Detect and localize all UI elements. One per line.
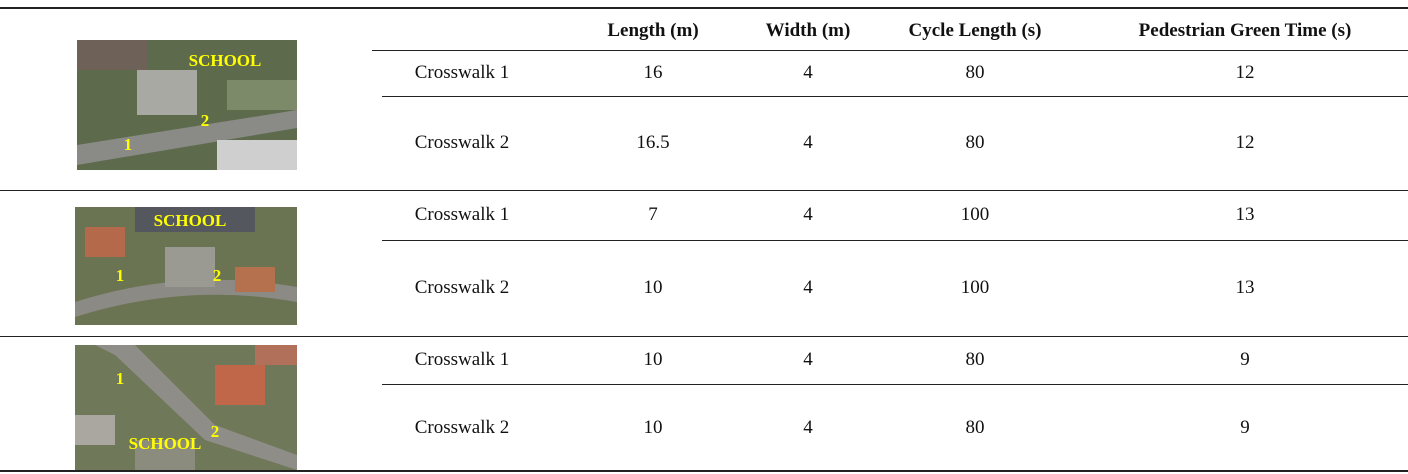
table-cell: 16 xyxy=(644,62,663,84)
table-cell: 80 xyxy=(966,62,985,84)
table-cell: 4 xyxy=(803,349,813,371)
column-header: Width (m) xyxy=(766,20,851,42)
row-label: Crosswalk 1 xyxy=(415,204,509,226)
table-cell: 100 xyxy=(961,204,990,226)
image-feature xyxy=(215,365,265,405)
row-label: Crosswalk 2 xyxy=(415,277,509,299)
row-label: Crosswalk 1 xyxy=(415,62,509,84)
image-feature xyxy=(235,267,275,292)
table-cell: 10 xyxy=(644,349,663,371)
rule-line xyxy=(382,96,1408,97)
image-label: 1 xyxy=(124,135,133,154)
image-feature xyxy=(165,247,215,287)
table-cell: 80 xyxy=(966,349,985,371)
column-header: Pedestrian Green Time (s) xyxy=(1139,20,1352,42)
row-label: Crosswalk 2 xyxy=(415,417,509,439)
table-cell: 12 xyxy=(1236,62,1255,84)
table-cell: 7 xyxy=(648,204,658,226)
table-cell: 4 xyxy=(803,417,813,439)
image-label: 2 xyxy=(213,266,222,285)
rule-line xyxy=(0,336,1408,337)
image-feature xyxy=(137,70,197,115)
table-cell: 16.5 xyxy=(636,132,669,154)
table-cell: 80 xyxy=(966,417,985,439)
aerial-image: SCHOOL 1 2 xyxy=(75,207,297,325)
table-cell: 80 xyxy=(966,132,985,154)
row-label: Crosswalk 2 xyxy=(415,132,509,154)
rule-line xyxy=(0,7,1408,9)
aerial-image: SCHOOL 1 2 xyxy=(75,345,297,470)
image-label: 2 xyxy=(211,422,220,441)
image-label: 1 xyxy=(116,266,125,285)
rule-line xyxy=(0,190,1408,191)
image-label: SCHOOL xyxy=(154,211,227,230)
table-cell: 9 xyxy=(1240,417,1250,439)
rule-line xyxy=(382,240,1408,241)
column-header: Length (m) xyxy=(607,20,698,42)
image-feature xyxy=(217,140,297,170)
table-cell: 13 xyxy=(1236,204,1255,226)
row-label: Crosswalk 1 xyxy=(415,349,509,371)
image-feature xyxy=(255,345,297,365)
image-label: SCHOOL xyxy=(189,51,262,70)
column-header: Cycle Length (s) xyxy=(909,20,1042,42)
table-cell: 4 xyxy=(803,204,813,226)
table-cell: 13 xyxy=(1236,277,1255,299)
table-cell: 100 xyxy=(961,277,990,299)
image-feature xyxy=(85,227,125,257)
rule-line xyxy=(382,384,1408,385)
rule-line xyxy=(372,50,1408,51)
table-cell: 4 xyxy=(803,277,813,299)
table-page: Length (m) Width (m) Cycle Length (s) Pedes… xyxy=(0,0,1408,474)
aerial-image: SCHOOL 1 2 xyxy=(77,40,297,170)
table-cell: 10 xyxy=(644,277,663,299)
table-cell: 9 xyxy=(1240,349,1250,371)
image-label: SCHOOL xyxy=(129,434,202,453)
table-cell: 4 xyxy=(803,132,813,154)
image-label: 2 xyxy=(201,111,210,130)
table-cell: 4 xyxy=(803,62,813,84)
image-feature xyxy=(75,415,115,445)
image-label: 1 xyxy=(116,369,125,388)
image-feature xyxy=(227,80,297,110)
image-feature xyxy=(77,40,147,70)
table-cell: 10 xyxy=(644,417,663,439)
rule-line xyxy=(0,470,1408,472)
table-cell: 12 xyxy=(1236,132,1255,154)
